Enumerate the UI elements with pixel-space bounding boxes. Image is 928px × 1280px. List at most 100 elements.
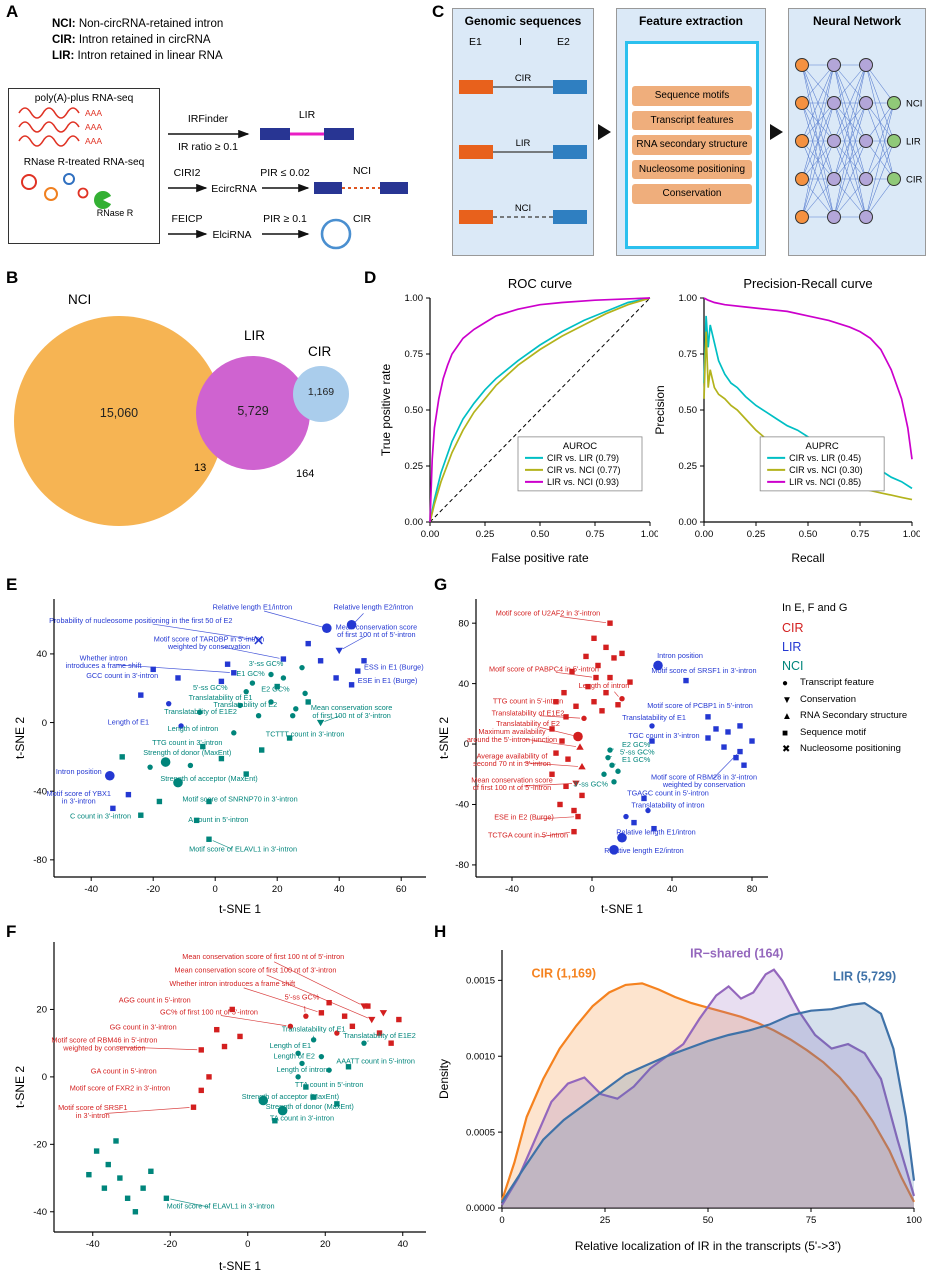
feature-label: Motif score of YBX1 in 3'-intron — [47, 789, 111, 806]
legend-shape-label: Conservation — [800, 693, 856, 705]
y-tick-label: -20 — [33, 1140, 47, 1151]
venn-cir-value: 1,169 — [307, 386, 335, 398]
density-curve — [501, 1001, 916, 1203]
nn-node — [827, 210, 841, 224]
panel-c: C Genomic sequences E1 I E2 CIR LIR NCI Fe… — [432, 2, 926, 264]
x-tick-label: 0.75 — [851, 529, 870, 540]
data-point — [125, 791, 132, 798]
data-point — [198, 1047, 204, 1053]
data-point — [214, 1026, 220, 1033]
data-point — [617, 832, 627, 843]
feature-label: Mean conservation score of first 100 nt … — [182, 952, 344, 961]
panel-f-label: F — [6, 922, 17, 941]
y-tick-label: 0.50 — [679, 405, 698, 416]
x-tick-label: 1.00 — [903, 529, 920, 540]
leader-line — [273, 961, 361, 1005]
data-point — [316, 719, 325, 727]
polya-squiggles: AAA AAA AAA — [18, 107, 102, 147]
data-point — [388, 1040, 394, 1046]
data-point — [573, 703, 579, 709]
data-point — [721, 744, 727, 750]
feature-label: Translatability of E1E2 — [164, 707, 237, 716]
feature-label: GA count in 5'-intron — [91, 1067, 157, 1076]
venn-circle-lir — [196, 356, 310, 470]
feature-label: Motif score of SNRNP70 in 3'-intron — [182, 794, 297, 803]
feature-label: Strength of acceptor (MaxEnt) — [160, 774, 257, 783]
tsne_f-svg: -40 -20 0 20 40 -40 -20 0 20 t-SNE 1 t-SNE 2 Mean c… — [13, 942, 426, 1273]
data-point — [218, 678, 225, 685]
rnaser-rnaseq-label: RNase R-treated RNA-seq — [23, 157, 145, 168]
x-tick-label: 80 — [747, 884, 758, 895]
feature-label: Motif score of U2AF2 in 3'-intron — [496, 609, 600, 618]
data-point — [615, 702, 621, 708]
nn-node — [887, 96, 901, 110]
leader-line — [324, 715, 341, 722]
x-tick-label: 0 — [589, 884, 594, 895]
abbr-lir: LIR: — [52, 50, 75, 63]
data-point — [607, 674, 613, 681]
ciri2-label: CIRI2 — [174, 167, 201, 179]
data-point — [579, 792, 585, 799]
legend-entry-label: CIR vs. NCI (0.77) — [547, 465, 621, 475]
polya-tail-label: AAA — [85, 136, 102, 146]
y-tick-label: 0 — [42, 718, 47, 729]
data-point — [599, 708, 605, 714]
data-point — [156, 798, 163, 805]
exon1-label: E1 — [469, 36, 482, 48]
y-axis-title: t-SNE 2 — [13, 1066, 27, 1108]
panel-c-label: C — [432, 2, 445, 21]
def-text-nci: Non-circRNA-retained intron — [75, 18, 224, 30]
nn-node — [859, 172, 873, 186]
y-tick-label: 0.50 — [405, 405, 424, 416]
nn-edge — [833, 102, 867, 218]
data-point — [173, 777, 183, 788]
x-tick-label: 0.25 — [476, 529, 495, 540]
feature-label: Length of intron — [579, 681, 630, 690]
data-point — [187, 762, 194, 769]
data-point — [132, 1209, 139, 1215]
data-point — [140, 1185, 146, 1191]
data-point — [302, 690, 308, 697]
data-point — [355, 668, 361, 674]
data-point — [254, 635, 263, 645]
data-point — [645, 807, 651, 814]
nn-node — [795, 58, 809, 72]
panel-h: H 0 25 50 75 100 0.0000 0.0005 0.0010 0.0015 Rela… — [434, 922, 928, 1278]
leader-line — [555, 671, 593, 678]
data-point — [286, 735, 293, 741]
abbr-cir: CIR: — [52, 34, 76, 47]
data-point — [563, 714, 569, 720]
data-point — [243, 688, 249, 695]
legend-shape-row: ▼ Conservation — [782, 693, 926, 707]
leader-line — [712, 753, 738, 779]
rna-squiggle — [18, 107, 80, 119]
feature-label: Strength of acceptor (MaxEnt) — [242, 1092, 339, 1101]
legend-shape-label: Transcript feature — [800, 677, 875, 688]
flow-arrow-icon — [770, 124, 783, 140]
legend-entry-label: CIR vs. LIR (0.79) — [547, 453, 619, 463]
feature-label: 5'-ss GC% — [620, 748, 655, 757]
x-tick-label: 0 — [245, 1239, 250, 1250]
data-point — [713, 726, 719, 732]
data-point — [280, 656, 287, 662]
y-tick-label: 80 — [458, 618, 469, 629]
feature-label: Motif score of FXR2 in 3'-intron — [70, 1083, 170, 1092]
ecircrna-label: EcircRNA — [211, 183, 257, 195]
x-axis-title: t-SNE 1 — [219, 1259, 261, 1273]
data-point — [376, 1030, 383, 1036]
density-series-label: CIR (1,169) — [531, 966, 596, 980]
data-point — [310, 1094, 317, 1100]
data-point — [705, 714, 711, 720]
data-point — [272, 1118, 278, 1124]
nci-construct-label: NCI — [353, 165, 371, 177]
exon2-label: E2 — [557, 36, 570, 48]
data-point — [725, 729, 731, 735]
density-series-label: LIR (5,729) — [833, 969, 896, 983]
circrna-icon — [77, 187, 89, 199]
data-point — [287, 1023, 294, 1030]
legend-entry-label: CIR vs. NCI (0.30) — [789, 465, 863, 475]
data-point — [303, 1084, 309, 1090]
panel-e-label: E — [6, 575, 18, 594]
y-tick-label: -40 — [33, 786, 47, 797]
pipeline-flow: IRFinder IR ratio ≥ 0.1 LIR CIRI2 EcircR… — [168, 109, 408, 250]
